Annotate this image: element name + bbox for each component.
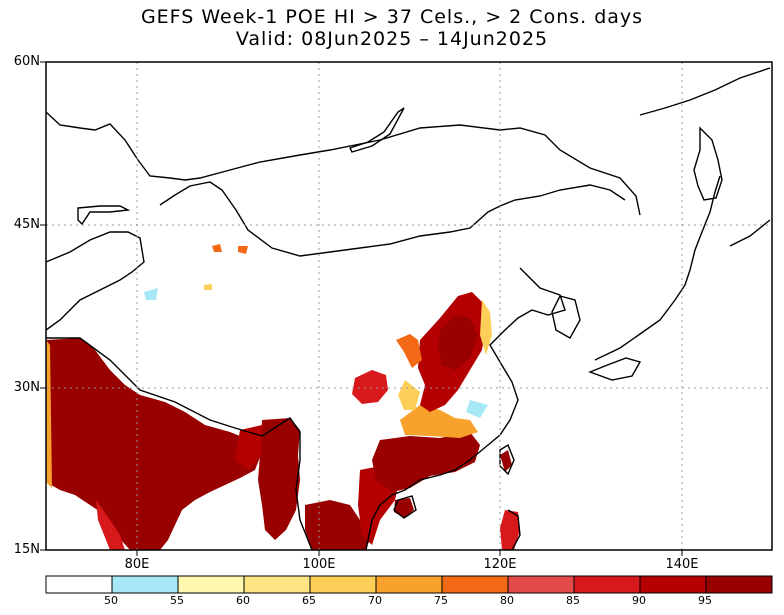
colorbar-swatch [573,575,641,594]
colorbar-label: 90 [632,594,646,607]
colorbar-label: 55 [170,594,184,607]
axis-ticks [40,61,683,556]
colorbar-swatch [705,575,773,594]
colorbar-swatch [441,575,509,594]
colorbar-label: 65 [302,594,316,607]
colorbar-label: 95 [698,594,712,607]
colorbar-swatch [639,575,707,594]
colorbar-label: 80 [500,594,514,607]
heat-region-indochina [305,500,370,550]
heat-region-south-china [372,432,480,492]
colorbar-swatch [45,575,113,594]
colorbar-swatch [177,575,245,594]
gridlines [46,62,772,550]
colorbar-swatch [243,575,311,594]
lat-label-15n: 15N [13,542,40,557]
heat-region-sichuan [352,370,388,404]
colorbar [45,575,773,594]
lon-label-140e: 140E [665,557,699,572]
colorbar-swatch [111,575,179,594]
colorbar-label: 50 [104,594,118,607]
colorbar-swatch [309,575,377,594]
heat-region-india [46,338,262,550]
lat-label-30n: 30N [13,380,40,395]
colorbar-swatch [507,575,575,594]
lon-label-100e: 100E [302,557,336,572]
colorbar-label: 85 [566,594,580,607]
colorbar-label: 75 [434,594,448,607]
lat-label-60n: 60N [13,54,40,69]
lon-label-120e: 120E [483,557,517,572]
heat-region-myanmar [258,418,300,540]
valid-dates: Valid: 08Jun2025 – 14Jun2025 [235,28,549,50]
colorbar-label: 70 [368,594,382,607]
lon-label-80e: 80E [124,557,150,572]
heat-region-philippines [500,510,520,550]
lat-label-45n: 45N [13,217,40,232]
coastlines [45,67,771,551]
map-frame [45,61,773,551]
colorbar-swatch [375,575,443,594]
colorbar-label: 60 [236,594,250,607]
heat-shading [46,244,520,550]
map-title: GEFS Week-1 POE HI > 37 Cels., > 2 Cons.… [140,6,644,28]
